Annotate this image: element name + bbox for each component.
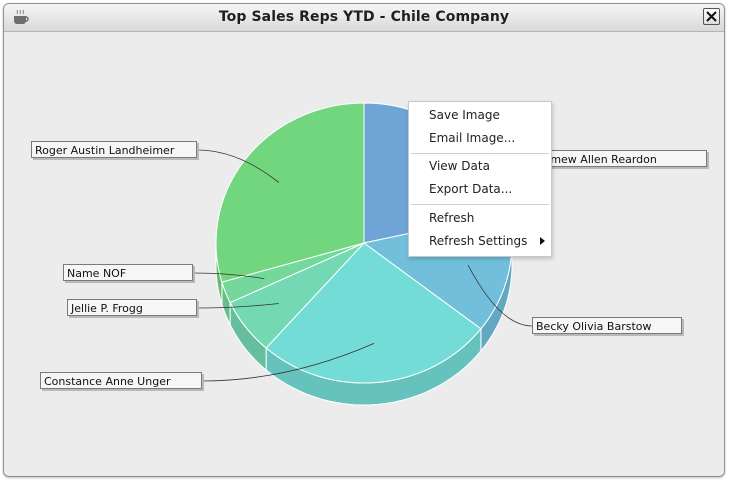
window-title: Top Sales Reps YTD - Chile Company xyxy=(218,9,510,25)
menu-item-refresh[interactable]: Refresh xyxy=(409,207,551,229)
leader-line xyxy=(192,272,265,279)
menu-item-refresh-settings[interactable]: Refresh Settings xyxy=(409,230,551,252)
pie-chart xyxy=(192,102,533,406)
slice-label: Constance Anne Unger xyxy=(40,372,202,389)
close-icon xyxy=(706,11,717,22)
menu-item-label: Refresh xyxy=(429,211,475,225)
menu-item-label: Export Data... xyxy=(429,182,513,196)
menu-item-label: Save Image xyxy=(429,108,500,122)
menu-item-email-image[interactable]: Email Image... xyxy=(409,127,551,149)
slice-label: Jellie P. Frogg xyxy=(67,299,197,316)
menu-item-label: View Data xyxy=(429,159,490,173)
leader-line xyxy=(196,149,280,183)
title-bar[interactable]: Top Sales Reps YTD - Chile Company xyxy=(4,4,724,32)
chart-window: Top Sales Reps YTD - Chile Company rthol… xyxy=(3,3,725,477)
menu-item-label: Refresh Settings xyxy=(429,234,528,248)
slice-label: Name NOF xyxy=(63,264,193,281)
slice-label: Roger Austin Landheimer xyxy=(31,141,197,158)
pie-slice-constance-anne-unger[interactable] xyxy=(265,242,482,384)
menu-item-export-data[interactable]: Export Data... xyxy=(409,178,551,200)
leader-line xyxy=(201,343,375,382)
submenu-arrow-icon xyxy=(540,237,545,245)
slice-label: rtholomew Allen Reardon xyxy=(514,150,707,167)
menu-separator xyxy=(411,153,549,154)
context-menu: Save Image Email Image... View Data Expo… xyxy=(408,101,552,257)
menu-item-view-data[interactable]: View Data xyxy=(409,155,551,177)
app-icon xyxy=(10,8,30,26)
slice-label: Becky Olivia Barstow xyxy=(532,317,682,334)
leader-line xyxy=(196,303,279,309)
leader-line xyxy=(467,264,533,327)
chart-area[interactable]: rtholomew Allen Reardon Becky Olivia Bars… xyxy=(4,32,724,476)
pie-slice-roger-austin-landheimer[interactable] xyxy=(215,102,365,283)
menu-item-label: Email Image... xyxy=(429,131,516,145)
menu-separator xyxy=(411,204,549,205)
menu-item-save-image[interactable]: Save Image xyxy=(409,104,551,126)
close-button[interactable] xyxy=(703,8,720,25)
